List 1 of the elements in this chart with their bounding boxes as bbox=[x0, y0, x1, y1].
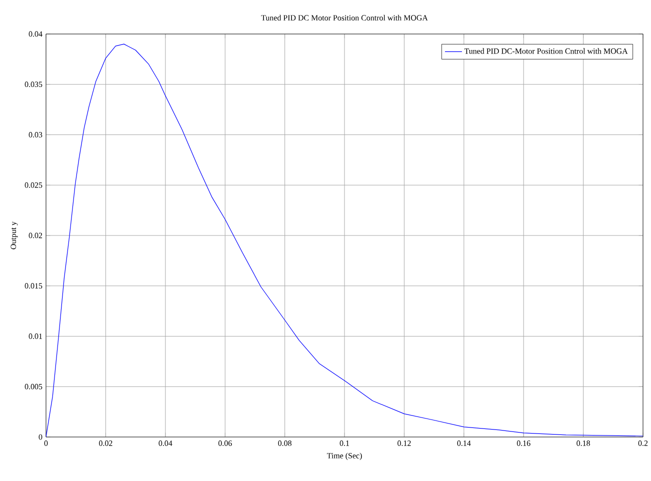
line-series bbox=[46, 44, 644, 437]
